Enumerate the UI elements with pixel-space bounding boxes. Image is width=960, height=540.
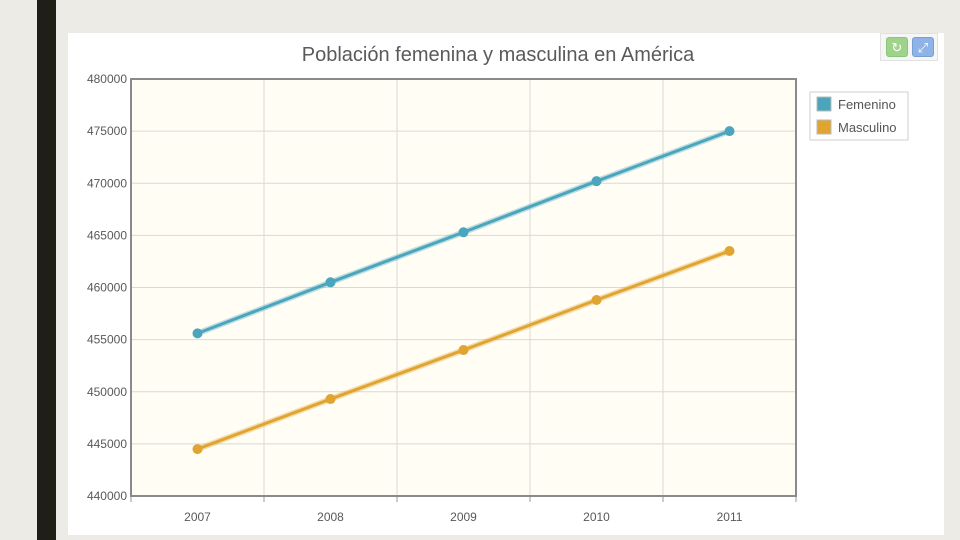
chart-title: Población femenina y masculina en Améric…	[302, 44, 695, 66]
expand-icon: ⤢	[917, 40, 929, 55]
x-axis-ticks: 2007 2008 2009 2010 2011	[130, 496, 797, 524]
data-point-femenino[interactable]	[325, 277, 336, 288]
y-tick-label: 475000	[87, 124, 127, 138]
series-layer	[192, 126, 735, 455]
legend-swatch	[816, 119, 832, 135]
expand-button[interactable]: ⤢	[912, 37, 934, 57]
data-point-masculino[interactable]	[724, 246, 735, 257]
data-point-masculino[interactable]	[192, 444, 203, 455]
x-tick-label: 2009	[450, 510, 477, 524]
slide-left-bar	[37, 0, 56, 540]
legend-label: Masculino	[838, 120, 897, 135]
x-tick-label: 2010	[583, 510, 610, 524]
y-tick-label: 455000	[87, 333, 127, 347]
x-tick-label: 2007	[184, 510, 211, 524]
legend-swatch	[816, 96, 832, 112]
y-tick-label: 470000	[87, 176, 127, 190]
x-tick-label: 2008	[317, 510, 344, 524]
data-point-femenino[interactable]	[591, 176, 602, 187]
y-tick-label: 445000	[87, 437, 127, 451]
refresh-button[interactable]: ↻	[886, 37, 908, 57]
data-point-femenino[interactable]	[724, 126, 735, 137]
plot-border	[130, 78, 797, 497]
y-tick-label: 460000	[87, 281, 127, 295]
y-tick-label: 440000	[87, 489, 127, 503]
data-point-masculino[interactable]	[458, 345, 469, 356]
y-tick-label: 465000	[87, 228, 127, 242]
chart-toolbar: ↻ ⤢	[880, 33, 938, 61]
data-point-femenino[interactable]	[192, 328, 203, 339]
legend: Femenino Masculino	[809, 91, 909, 141]
legend-label: Femenino	[838, 97, 896, 112]
y-tick-label: 450000	[87, 385, 127, 399]
legend-items: Femenino Masculino	[816, 96, 897, 135]
y-tick-label: 480000	[87, 72, 127, 86]
y-axis-ticks: 440000 445000 450000 455000 460000 465000 4700…	[87, 72, 127, 503]
data-point-femenino[interactable]	[458, 227, 469, 238]
data-point-masculino[interactable]	[325, 394, 336, 405]
refresh-icon: ↻	[891, 40, 903, 55]
data-point-masculino[interactable]	[591, 295, 602, 306]
x-tick-label: 2011	[717, 510, 743, 524]
